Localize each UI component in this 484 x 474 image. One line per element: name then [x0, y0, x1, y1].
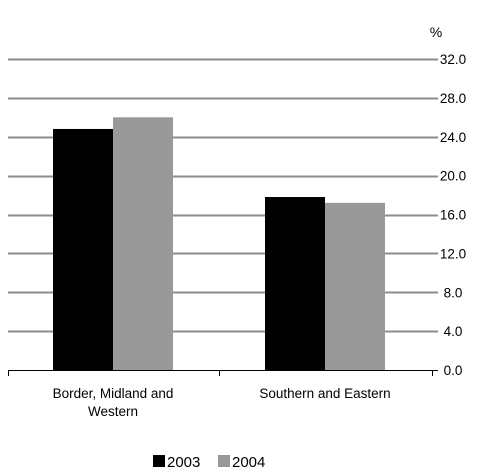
y-tick-label: 28.0: [440, 91, 466, 106]
legend-label-2003: 2003: [167, 454, 200, 469]
y-tick-label: 16.0: [440, 208, 466, 223]
legend-swatch-2003: [153, 455, 165, 467]
legend: 2003 2004: [153, 454, 265, 471]
y-tick-label: 4.0: [444, 324, 463, 339]
y-tick-label: 32.0: [440, 52, 466, 67]
y-tick-label: 24.0: [440, 130, 466, 145]
x-tick-label: Border, Midland and Western: [53, 386, 174, 419]
bar-2003-0: [53, 128, 113, 370]
x-tick-label-line: Border, Midland and: [53, 386, 174, 401]
legend-label-2004: 2004: [232, 454, 265, 469]
x-tick-label-line: Southern and Eastern: [259, 386, 390, 401]
y-tick-labels: 0.0 4.0 8.0 12.0 16.0 20.0 24.0 28.0 32.0: [440, 52, 466, 378]
legend-swatch-2004: [218, 455, 230, 467]
x-tick-label-line: Western: [88, 404, 138, 419]
bar-2004-0: [113, 117, 173, 370]
x-tick-labels: Border, Midland and Western Southern and E…: [53, 386, 391, 419]
y-tick-label: 0.0: [444, 363, 463, 378]
y-tick-label: 12.0: [440, 246, 466, 261]
bar-2004-1: [325, 202, 385, 370]
bars: [53, 117, 385, 370]
x-tick-label: Southern and Eastern: [259, 386, 390, 401]
bar-2003-1: [265, 197, 325, 370]
y-tick-label: 20.0: [440, 169, 466, 184]
y-unit-label: %: [430, 24, 442, 40]
x-axis: [8, 370, 438, 376]
y-tick-label: 8.0: [444, 285, 463, 300]
